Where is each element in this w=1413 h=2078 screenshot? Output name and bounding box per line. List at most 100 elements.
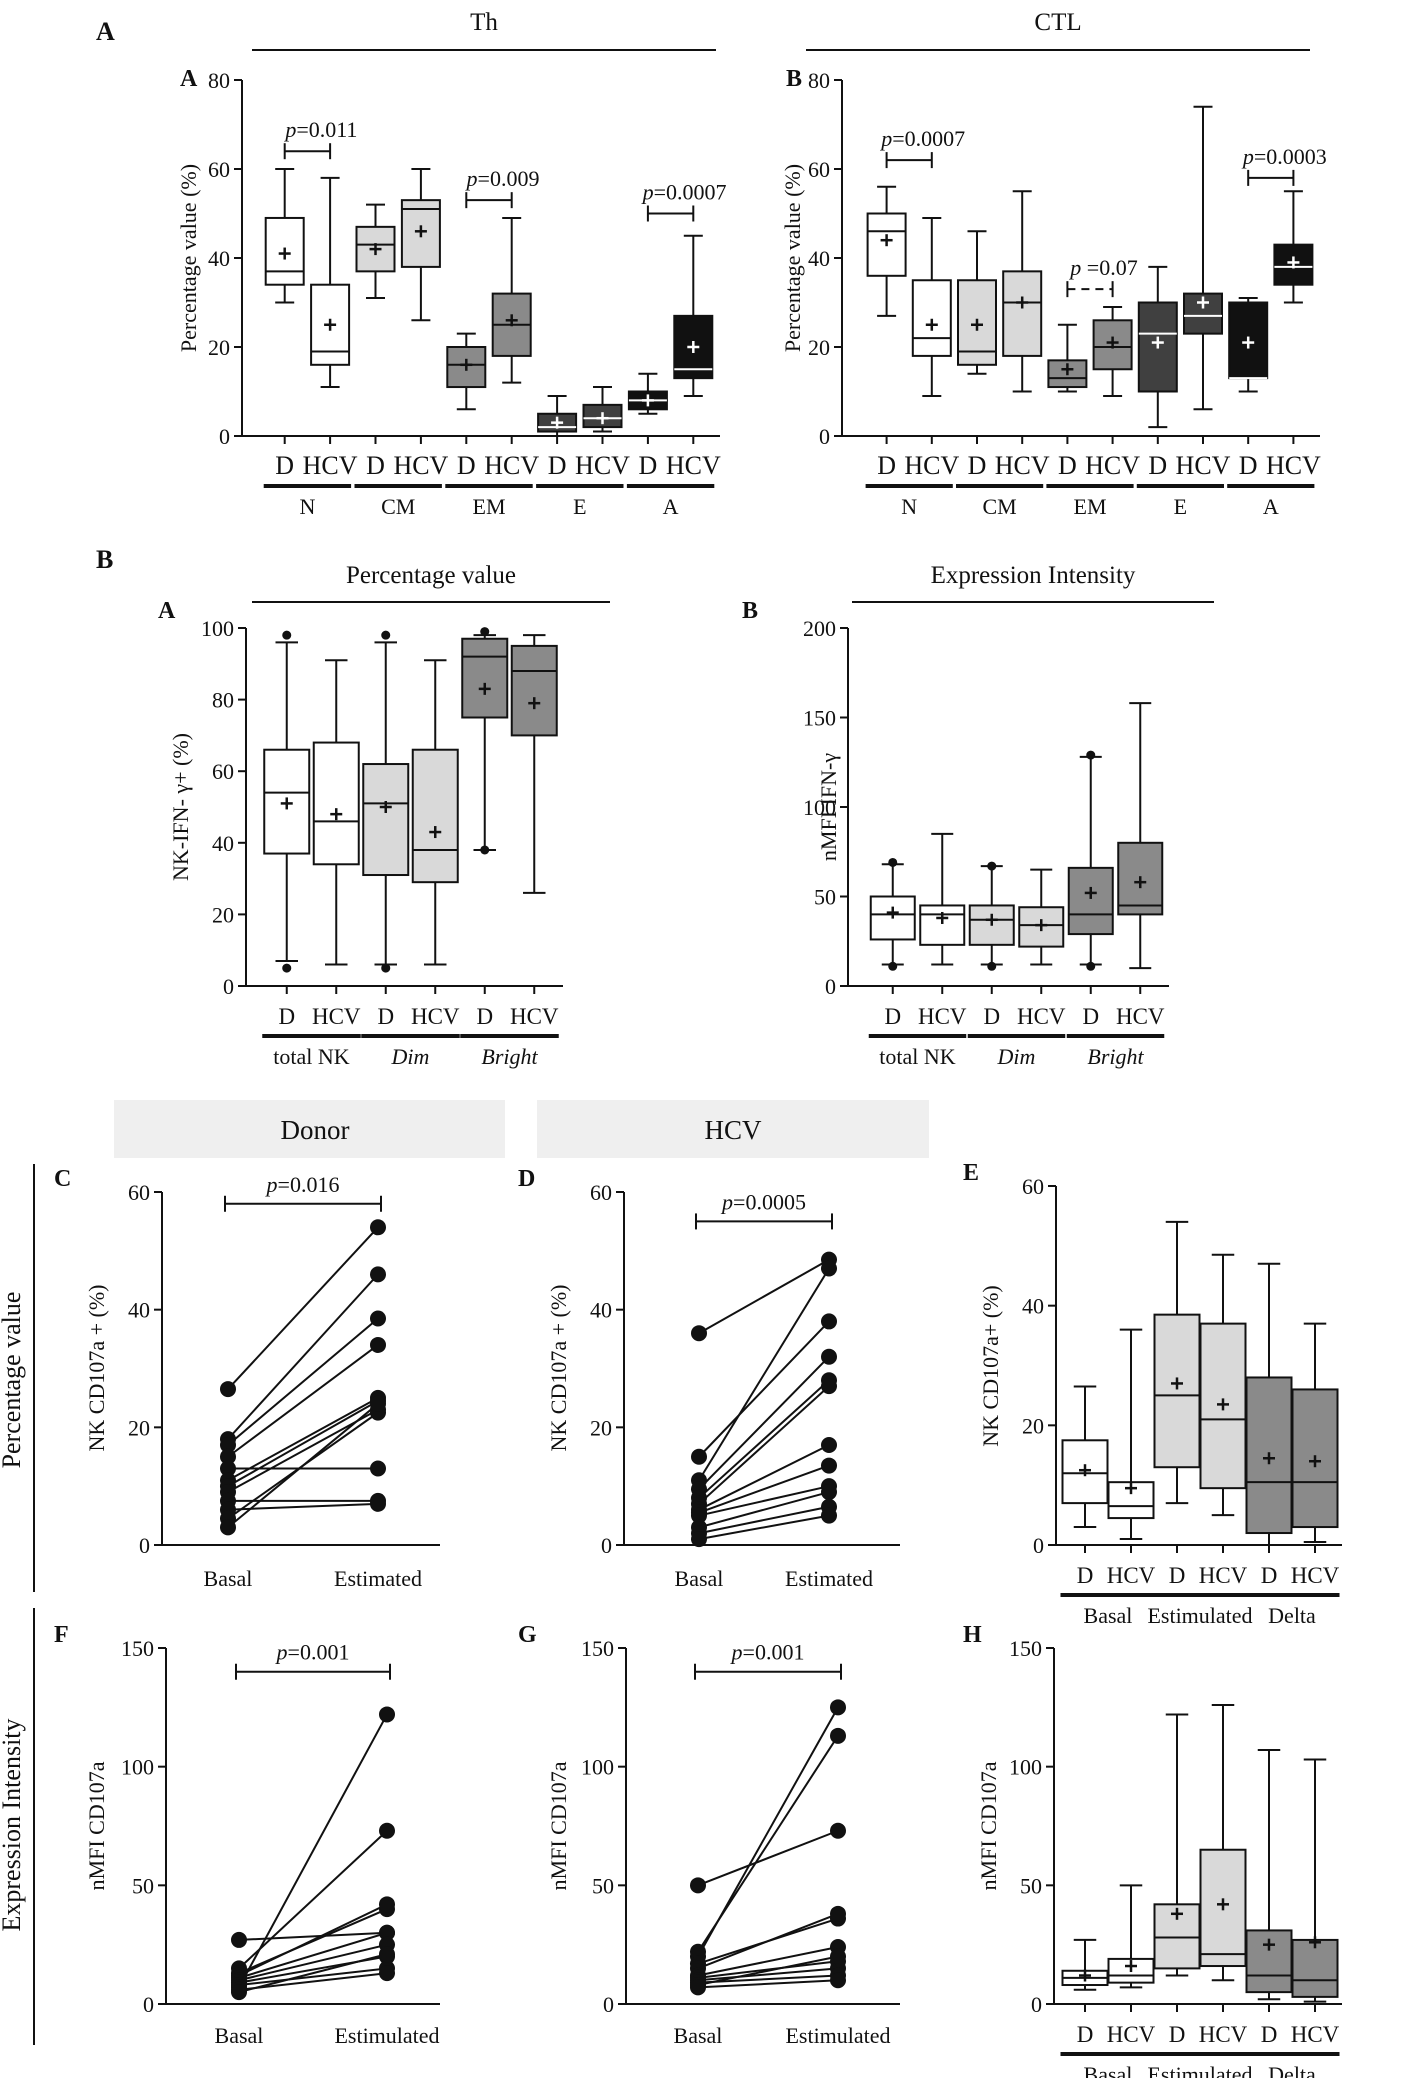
group-label-BA: total NK (273, 1044, 349, 1069)
estimulated-point (379, 1822, 395, 1839)
pair-C-3 (220, 1336, 386, 1465)
panel-label-D: D (518, 1166, 535, 1192)
basal-point (690, 1979, 706, 1996)
outlier-point (987, 961, 997, 971)
y-tick-label-G: 0 (603, 1992, 614, 2017)
pair-G-0 (690, 1822, 846, 1894)
x-tick-label: D (1261, 2022, 1278, 2047)
estimulated-point (370, 1460, 386, 1477)
pair-line (697, 1955, 839, 1986)
group-label-H: Basal (1084, 2062, 1133, 2078)
y-tick-label-C: 0 (139, 1533, 150, 1558)
pair-C-4 (220, 1460, 386, 1477)
x-tick-label: HCV (510, 1004, 559, 1029)
y-tick-label-BB: 150 (803, 706, 836, 731)
x-tick-label: HCV (575, 451, 630, 480)
pair-line (697, 1946, 839, 1977)
box-E-3: HCV (1199, 1253, 1248, 1588)
y-tick-label-H: 150 (1009, 1636, 1042, 1661)
y-tick-label-BB: 50 (814, 885, 836, 910)
box-AB-1: HCV (904, 216, 959, 480)
pair-line (697, 1979, 839, 1989)
estimulated-point (821, 1507, 837, 1524)
box-H-3: HCV (1199, 1703, 1248, 2047)
pair-line (238, 1931, 388, 1979)
y-tick-label-E: 0 (1033, 1533, 1044, 1558)
pair-D-3 (691, 1348, 837, 1498)
box-iqr (411, 748, 459, 884)
panel-label-E: E (963, 1160, 979, 1186)
box-iqr (911, 279, 952, 357)
pair-line (238, 1903, 388, 1977)
x-label-estimulated-D: Estimated (785, 1566, 873, 1591)
group-label-BA: Bright (481, 1044, 538, 1069)
box-AB-6: D (1137, 265, 1178, 480)
y-tick-label-BB: 200 (803, 616, 836, 641)
box-H-5: HCV (1291, 1758, 1340, 2047)
outlier-point (480, 627, 490, 637)
group-label-E: Delta (1268, 1603, 1316, 1628)
estimulated-point (821, 1260, 837, 1277)
pair-line (698, 1505, 830, 1535)
x-tick-label: HCV (393, 451, 448, 480)
box-AA-5: HCV (484, 216, 539, 480)
x-tick-label: D (457, 451, 476, 480)
x-tick-label: HCV (1199, 2022, 1248, 2047)
box-BB-5: HCV (1116, 702, 1165, 1029)
pair-D-0 (691, 1251, 837, 1342)
estimulated-point (830, 1822, 846, 1839)
pair-D-6 (691, 1436, 837, 1518)
group-label-E: Estimulated (1147, 1603, 1252, 1628)
pair-line (698, 1258, 830, 1335)
group-label-H: Delta (1268, 2062, 1316, 2078)
pair-line (698, 1491, 830, 1529)
pair-G-1 (690, 1727, 846, 1960)
box-AA-3: HCV (393, 168, 449, 480)
pair-line (697, 1960, 839, 1979)
y-tick-label-AA: 80 (208, 68, 230, 93)
box-iqr (1002, 270, 1043, 357)
box-H-0: D (1061, 1938, 1109, 2047)
pair-line (697, 1967, 839, 1982)
pair-line (697, 1706, 839, 1958)
box-E-1: HCV (1107, 1328, 1156, 1588)
pair-F-10 (231, 1946, 395, 2001)
pair-line (227, 1403, 379, 1529)
y-tick-label-G: 50 (592, 1873, 614, 1898)
x-tick-label: HCV (1266, 451, 1321, 480)
box-BB-4: D (1067, 750, 1114, 1029)
group-label-AA: N (299, 494, 315, 519)
basal-point (691, 1448, 707, 1465)
y-tick-label-AB: 0 (819, 424, 830, 449)
panel-label-AA: A (180, 66, 198, 92)
estimulated-point (379, 1965, 395, 1982)
estimulated-point (821, 1313, 837, 1330)
y-tick-label-BA: 100 (201, 616, 234, 641)
y-tick-label-AB: 20 (808, 335, 830, 360)
x-tick-label: D (1169, 1563, 1186, 1588)
y-tick-label-E: 60 (1022, 1174, 1044, 1199)
estimulated-point (370, 1495, 386, 1512)
pair-D-4 (691, 1372, 837, 1506)
box-E-4: D (1245, 1262, 1293, 1588)
basal-point (691, 1531, 707, 1548)
x-tick-label: D (1058, 451, 1077, 480)
chart-AA: A Th 0 20 40 60 80 Percentage value (%) D HCV D HCV… (176, 9, 727, 519)
box-iqr (1153, 1313, 1201, 1469)
panel-label-BA: A (158, 598, 176, 624)
x-tick-label: D (1077, 1563, 1094, 1588)
pair-line (698, 1379, 830, 1499)
box-H-2: D (1153, 1713, 1201, 2047)
pair-line (227, 1226, 379, 1390)
basal-point (220, 1448, 236, 1465)
pair-F-0 (231, 1924, 395, 1948)
estimulated-point (821, 1378, 837, 1395)
group-label-BB: total NK (879, 1044, 955, 1069)
chart-G: G 0 50 100 150 nMFI CD107a Basal Estimulated p=0… (518, 1622, 900, 2048)
y-tick-label-D: 20 (590, 1415, 612, 1440)
box-BA-4: D (461, 627, 509, 1029)
box-H-1: HCV (1107, 1884, 1156, 2047)
x-tick-label: HCV (484, 451, 539, 480)
box-BB-2: D (968, 861, 1015, 1029)
box-AB-8: D (1228, 297, 1269, 480)
